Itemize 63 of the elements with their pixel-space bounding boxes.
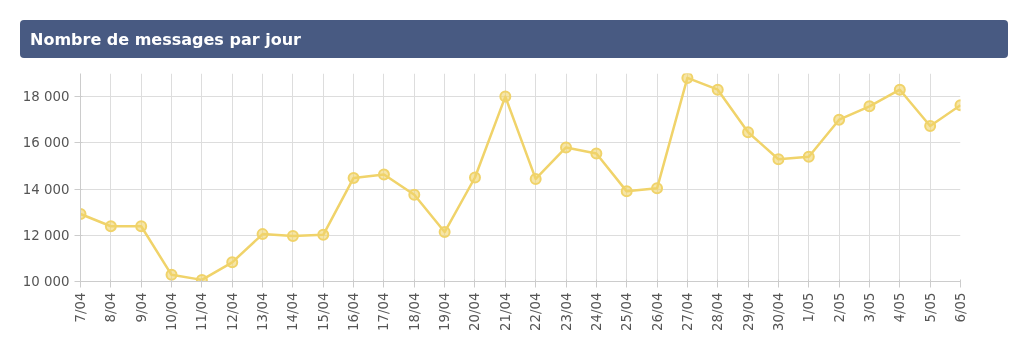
x-tick-label: 19/04 bbox=[437, 292, 453, 331]
point bbox=[256, 228, 269, 241]
x-tick-label: 11/04 bbox=[194, 292, 210, 331]
point bbox=[438, 226, 451, 239]
y-tick-label: 14 000 bbox=[22, 181, 70, 197]
point bbox=[408, 188, 421, 201]
point bbox=[165, 268, 178, 281]
x-tick-label: 13/04 bbox=[255, 292, 271, 331]
x-tick-label: 30/04 bbox=[770, 292, 786, 331]
x-tick-label: 25/04 bbox=[619, 292, 635, 331]
y-tick-label: 18 000 bbox=[22, 89, 70, 105]
point bbox=[226, 256, 239, 269]
x-tick-label: 5/05 bbox=[922, 292, 938, 323]
x-tick-label: 27/04 bbox=[679, 292, 695, 331]
point bbox=[802, 150, 815, 163]
point bbox=[681, 73, 694, 84]
point bbox=[651, 182, 664, 195]
x-tick-label: 9/04 bbox=[133, 292, 149, 323]
x-tick-label: 16/04 bbox=[346, 292, 362, 331]
x-tick-label: 24/04 bbox=[588, 292, 604, 331]
x-tick-label: 1/05 bbox=[801, 292, 817, 323]
x-tick-label: 7/04 bbox=[73, 292, 88, 323]
x-tick-label: 3/05 bbox=[861, 292, 877, 323]
point bbox=[347, 171, 360, 184]
x-tick-label: 17/04 bbox=[376, 292, 392, 331]
x-tick-label: 21/04 bbox=[497, 292, 513, 331]
point bbox=[135, 220, 148, 233]
x-tick-label: 12/04 bbox=[224, 292, 240, 331]
point bbox=[590, 147, 603, 160]
x-tick-label: 22/04 bbox=[528, 292, 544, 331]
point bbox=[711, 83, 724, 96]
x-tick-label: 10/04 bbox=[164, 292, 180, 331]
point bbox=[286, 229, 299, 242]
point bbox=[620, 185, 633, 198]
x-tick-label: 26/04 bbox=[649, 292, 665, 331]
y-tick-label: 16 000 bbox=[22, 135, 70, 151]
point bbox=[924, 119, 937, 132]
point bbox=[104, 220, 117, 233]
x-tick-label: 29/04 bbox=[740, 292, 756, 331]
x-tick-label: 18/04 bbox=[406, 292, 422, 331]
x-tick-label: 14/04 bbox=[285, 292, 301, 331]
x-tick-label: 20/04 bbox=[467, 292, 483, 331]
chart-title: Nombre de messages par jour bbox=[30, 29, 301, 51]
point bbox=[468, 171, 481, 184]
point bbox=[377, 168, 390, 181]
x-tick-label: 8/04 bbox=[103, 292, 119, 323]
point bbox=[772, 153, 785, 166]
point bbox=[529, 172, 542, 185]
point bbox=[560, 141, 573, 154]
point bbox=[499, 90, 512, 103]
x-tick-label: 28/04 bbox=[710, 292, 726, 331]
x-tick-label: 15/04 bbox=[315, 292, 331, 331]
y-tick-label: 12 000 bbox=[22, 227, 70, 243]
y-tick-label: 10 000 bbox=[22, 274, 70, 289]
x-tick-label: 6/05 bbox=[953, 292, 968, 323]
x-tick-label: 23/04 bbox=[558, 292, 574, 331]
point bbox=[863, 100, 876, 113]
x-tick-label: 2/05 bbox=[831, 292, 847, 323]
x-tick-label: 4/05 bbox=[892, 292, 908, 323]
point bbox=[893, 83, 906, 96]
point bbox=[742, 126, 755, 139]
point bbox=[833, 113, 846, 126]
point bbox=[317, 228, 330, 241]
